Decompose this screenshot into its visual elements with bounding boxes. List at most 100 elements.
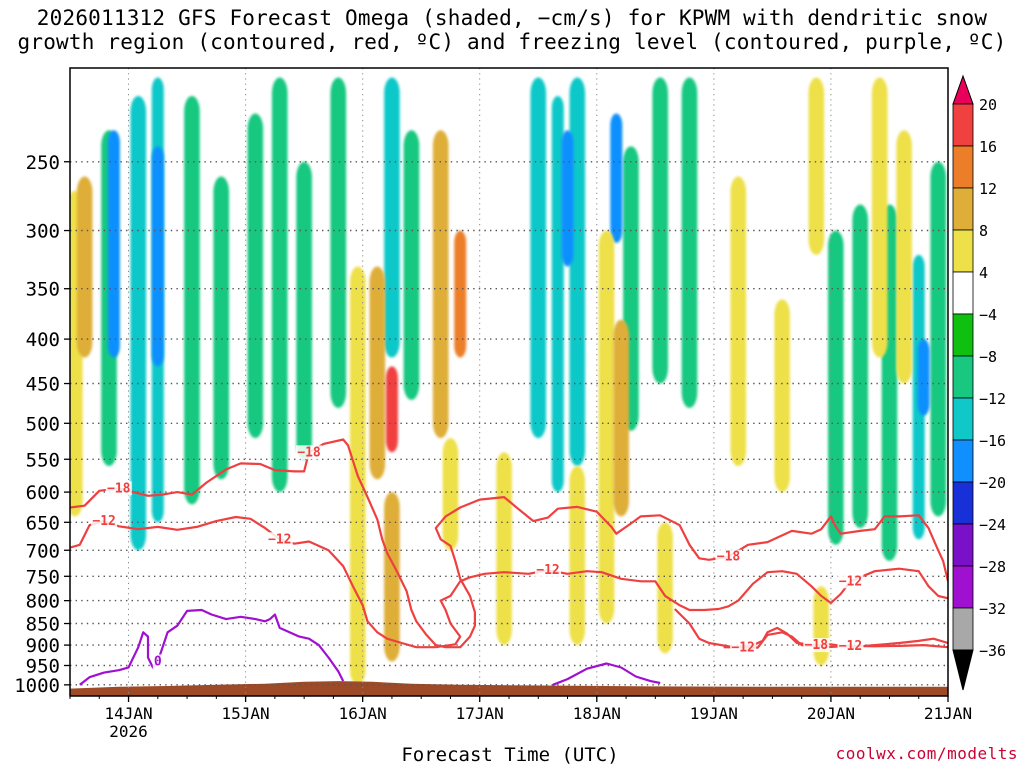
contour-0 xyxy=(70,438,948,649)
colorbar-segment-12 xyxy=(952,607,974,651)
contour-label-bg-10 xyxy=(152,654,163,669)
contour-label-3: −12 xyxy=(92,514,115,529)
ytick-label-550: 550 xyxy=(26,449,60,471)
omega-cell-1 xyxy=(130,95,147,551)
colorbar-segment-3 xyxy=(952,229,974,273)
omega-cell-41 xyxy=(808,77,825,255)
contour-label-bg-2 xyxy=(715,549,742,564)
omega-cell-30 xyxy=(369,266,386,480)
ytick-label-950: 950 xyxy=(26,655,60,677)
ytick-label-900: 900 xyxy=(26,635,60,657)
omega-cell-28 xyxy=(76,176,93,358)
omega-cell-42 xyxy=(813,586,829,666)
colorbar-label-1: 16 xyxy=(979,138,997,156)
omega-cell-4 xyxy=(213,176,230,480)
contour-label-2: −18 xyxy=(717,550,741,565)
omega-cell-11 xyxy=(530,77,547,439)
contour-label-8: −12 xyxy=(731,641,754,656)
contour-label-5: −12 xyxy=(536,563,559,578)
contour-5 xyxy=(552,662,661,686)
colorbar-label-4: 4 xyxy=(979,264,988,282)
omega-cell-16 xyxy=(681,77,698,408)
omega-cell-6 xyxy=(271,77,288,493)
contour-label-bg-0 xyxy=(105,481,132,496)
colorbar-label-5: −4 xyxy=(979,306,997,324)
contour-label-1: −18 xyxy=(297,445,321,460)
xtick-label-14JAN: 14JAN xyxy=(104,704,152,723)
omega-shading xyxy=(70,77,947,685)
colorbar-label-6: −8 xyxy=(979,348,997,366)
omega-cell-12 xyxy=(551,95,564,493)
contour-label-6: −12 xyxy=(839,574,862,589)
omega-cell-5 xyxy=(247,113,264,439)
colorbar-bottom-arrow xyxy=(952,649,974,691)
grid-layer xyxy=(70,68,949,696)
contour-label-bg-4 xyxy=(266,532,293,547)
title-line-1: 2026011312 GFS Forecast Omega (shaded, −… xyxy=(36,6,988,30)
chart-title: 2026011312 GFS Forecast Omega (shaded, −… xyxy=(0,6,1024,54)
omega-cell-32 xyxy=(432,130,449,439)
colorbar-segment-11 xyxy=(952,565,974,609)
omega-cell-8 xyxy=(330,77,347,408)
omega-cell-25 xyxy=(610,113,623,243)
omega-cell-43 xyxy=(871,77,888,358)
omega-cell-46 xyxy=(385,366,398,453)
omega-cell-17 xyxy=(828,230,844,545)
xtick-label-16JAN: 16JAN xyxy=(339,704,387,723)
ytick-label-850: 850 xyxy=(26,614,60,636)
contour-label-bg-6 xyxy=(837,574,864,589)
ytick-label-450: 450 xyxy=(26,374,60,396)
contour-label-0: −18 xyxy=(107,481,131,496)
contour-label-bg-5 xyxy=(535,563,562,578)
omega-cell-33 xyxy=(442,438,459,551)
ytick-label-350: 350 xyxy=(26,279,60,301)
colorbar-segment-4 xyxy=(952,271,974,315)
colorbar-label-7: −12 xyxy=(979,390,1006,408)
xtick-label-15JAN: 15JAN xyxy=(222,704,270,723)
colorbar-label-9: −20 xyxy=(979,474,1006,492)
contour-4 xyxy=(79,608,345,686)
credit-link[interactable]: coolwx.com/modelts xyxy=(835,744,1018,763)
contour-label-bg-3 xyxy=(91,514,118,529)
xtick-label-20JAN: 20JAN xyxy=(807,704,855,723)
colorbar-label-0: 20 xyxy=(979,96,997,114)
colorbar-label-13: −36 xyxy=(979,642,1006,660)
omega-cell-9 xyxy=(384,77,400,358)
contour-1 xyxy=(70,515,948,649)
ytick-label-250: 250 xyxy=(26,152,60,174)
contour-labels: −18 −18 −18 −12 −12 −12 −12 −18 −12 −12 0 xyxy=(91,445,864,669)
contour-label-bg-8 xyxy=(730,640,757,655)
y-axis: 2503003504004505005506006507007508008509… xyxy=(14,152,70,697)
omega-cell-7 xyxy=(296,161,312,460)
omega-cell-3 xyxy=(184,95,200,505)
ytick-label-500: 500 xyxy=(26,413,60,435)
ytick-label-400: 400 xyxy=(26,329,60,351)
colorbar-top-arrow xyxy=(952,74,974,105)
xtick-label-18JAN: 18JAN xyxy=(573,704,621,723)
colorbar-label-8: −16 xyxy=(979,432,1006,450)
colorbar-segment-5 xyxy=(952,313,974,357)
title-line-2: growth region (contoured, red, ºC) and f… xyxy=(17,30,1007,54)
contour-layer xyxy=(70,438,948,686)
omega-cell-26 xyxy=(917,339,930,416)
x-axis-label: Forecast Time (UTC) xyxy=(401,744,619,766)
ytick-label-300: 300 xyxy=(26,221,60,243)
xtick-sublabel-14JAN: 2026 xyxy=(109,722,148,741)
colorbar-segment-10 xyxy=(952,523,974,567)
colorbar-segment-6 xyxy=(952,355,974,399)
omega-cell-45 xyxy=(454,230,467,358)
omega-cell-40 xyxy=(774,299,790,493)
omega-cell-36 xyxy=(598,230,615,624)
colorbar-label-10: −24 xyxy=(979,516,1006,534)
colorbar-segment-0 xyxy=(952,103,974,147)
omega-cell-39 xyxy=(730,176,747,467)
omega-cell-18 xyxy=(852,204,869,529)
contour-label-bg-9 xyxy=(837,638,864,653)
colorbar-segment-8 xyxy=(952,439,974,483)
colorbar-segment-7 xyxy=(952,397,974,441)
contour-label-4: −12 xyxy=(268,532,291,547)
contour-label-10: 0 xyxy=(154,654,162,669)
omega-cell-37 xyxy=(613,319,629,517)
